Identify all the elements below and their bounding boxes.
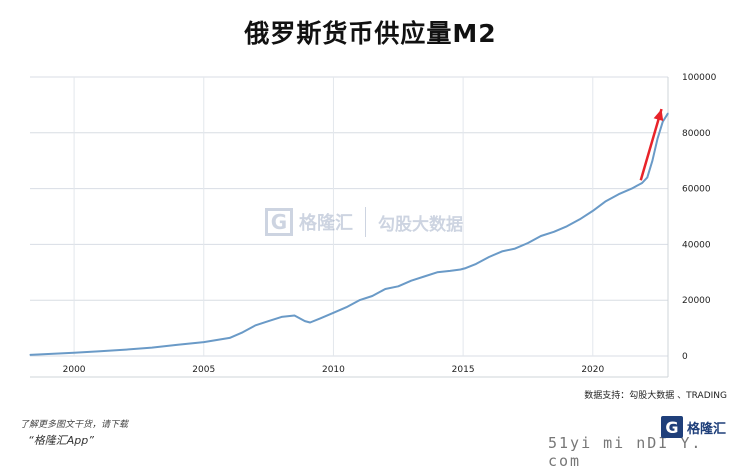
footer-app-name: “格隆汇App” xyxy=(28,434,94,447)
data-point xyxy=(397,285,399,287)
annotation-arrow-shaft xyxy=(639,108,663,181)
data-point xyxy=(449,270,451,272)
data-point xyxy=(459,268,462,271)
data-point xyxy=(304,320,306,322)
chart-grid xyxy=(30,76,668,357)
chart-series xyxy=(29,112,669,356)
x-tick-label: 2005 xyxy=(192,365,215,375)
data-point xyxy=(618,193,620,195)
y-tick-label: 60000 xyxy=(682,185,711,195)
data-point xyxy=(47,353,49,355)
data-point xyxy=(488,256,490,258)
data-point xyxy=(631,188,633,190)
data-point xyxy=(667,112,669,114)
footer-note: 了解更多图文干货，请下载 xyxy=(20,420,129,430)
data-point xyxy=(358,299,360,301)
data-point xyxy=(29,354,31,356)
data-point xyxy=(436,271,438,273)
brand-logo-icon: G xyxy=(661,416,683,438)
chart-annotation xyxy=(639,108,664,181)
data-point xyxy=(636,185,638,187)
data-point xyxy=(384,288,386,290)
data-point xyxy=(553,231,555,233)
y-tick-label: 100000 xyxy=(682,73,717,83)
center-watermark: G 格隆汇 勾股大数据 xyxy=(265,207,463,237)
watermark-product-name: 勾股大数据 xyxy=(378,214,463,235)
brand-logo-text: 格隆汇 xyxy=(687,421,727,437)
data-point xyxy=(605,200,607,202)
data-point xyxy=(99,350,101,352)
data-point xyxy=(177,344,179,346)
data-point xyxy=(280,316,283,318)
x-tick-label: 2010 xyxy=(322,365,345,375)
data-point xyxy=(514,247,516,250)
data-point xyxy=(423,275,425,278)
annotation-arrow-head xyxy=(653,109,664,122)
data-point xyxy=(229,337,231,339)
data-point xyxy=(268,320,270,322)
data-point xyxy=(465,267,467,269)
data-point xyxy=(641,182,643,184)
data-point xyxy=(255,324,257,326)
x-tick-label: 2015 xyxy=(452,365,475,375)
x-tick-label: 2020 xyxy=(581,365,604,375)
y-tick-label: 0 xyxy=(682,352,688,362)
chart-axes: 0 20000 40000 60000 80000 100000 2000 2005 2010 2… xyxy=(30,73,717,378)
data-point xyxy=(501,250,503,252)
watermark-brand-name: 格隆汇 xyxy=(299,213,353,234)
brand-logo: G 格隆汇 xyxy=(661,416,726,438)
data-point xyxy=(646,176,648,179)
data-point xyxy=(73,352,75,354)
data-source-text: 数据支持：勾股大数据 、TRADING xyxy=(584,391,727,401)
data-point xyxy=(657,137,659,139)
data-point xyxy=(651,160,654,162)
data-point xyxy=(125,348,127,351)
data-point xyxy=(203,341,205,343)
y-tick-label: 20000 xyxy=(682,296,711,306)
data-point xyxy=(319,317,322,319)
watermark-divider xyxy=(365,207,366,237)
data-point xyxy=(662,121,664,123)
data-point xyxy=(309,321,311,324)
data-point xyxy=(151,347,153,349)
site-watermark: 51yi mi nDI Y. com xyxy=(548,434,703,470)
watermark-logo-icon: G xyxy=(265,208,293,236)
data-point xyxy=(242,331,244,333)
data-point xyxy=(345,306,348,308)
data-point xyxy=(540,235,542,237)
data-point xyxy=(527,242,529,244)
data-point xyxy=(371,295,373,297)
x-tick-label: 2000 xyxy=(63,365,86,375)
y-tick-label: 80000 xyxy=(682,129,711,139)
chart-title: 俄罗斯货币供应量M2 xyxy=(244,19,497,48)
data-point xyxy=(332,312,335,314)
y-tick-label: 40000 xyxy=(682,240,711,250)
data-point xyxy=(293,314,296,317)
data-point xyxy=(410,280,412,282)
data-point xyxy=(592,210,594,212)
data-point xyxy=(579,218,581,220)
data-point xyxy=(475,263,477,265)
data-point xyxy=(566,225,568,227)
